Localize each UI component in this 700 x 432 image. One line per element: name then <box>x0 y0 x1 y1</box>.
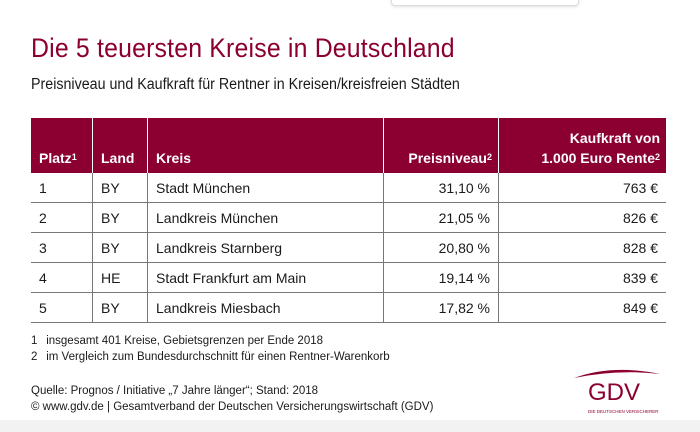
table-row: 1 BY Stadt München 31,10 % 763 € <box>31 173 666 203</box>
cell-platz: 5 <box>31 292 93 323</box>
cell-platz: 2 <box>31 202 93 233</box>
gdv-logo: GDV DIE DEUTSCHEN VERSICHERER <box>574 369 660 414</box>
cell-preisniveau: 19,14 % <box>383 262 499 293</box>
cell-land: BY <box>92 173 148 203</box>
cell-platz: 3 <box>31 232 93 263</box>
cell-kaufkraft: 763 € <box>498 173 666 203</box>
table-row: 4 HE Stadt Frankfurt am Main 19,14 % 839 € <box>31 262 666 293</box>
cell-preisniveau: 17,82 % <box>383 292 499 323</box>
svg-text:GDV: GDV <box>588 379 640 406</box>
cell-kaufkraft: 826 € <box>498 202 666 233</box>
cell-land: BY <box>92 292 148 323</box>
cell-kreis: Landkreis Miesbach <box>147 292 384 323</box>
ranking-table: Platz1 Land Kreis Preisniveau2 Kaufkraft… <box>31 118 666 323</box>
table-header-row: Platz1 Land Kreis Preisniveau2 Kaufkraft… <box>31 118 666 173</box>
footnotes: 1 insgesamt 401 Kreise, Gebietsgrenzen p… <box>31 333 390 365</box>
copyright-text: © www.gdv.de | Gesamtverband der Deutsch… <box>31 401 434 413</box>
cell-kaufkraft: 828 € <box>498 232 666 263</box>
page-title: Die 5 teuersten Kreise in Deutschland <box>31 33 455 63</box>
table-row: 2 BY Landkreis München 21,05 % 826 € <box>31 202 666 233</box>
cell-preisniveau: 20,80 % <box>383 232 499 263</box>
cell-kaufkraft: 839 € <box>498 262 666 293</box>
cell-kreis: Landkreis München <box>147 202 384 233</box>
page-subtitle: Preisniveau und Kaufkraft für Rentner in… <box>31 76 460 93</box>
cell-land: BY <box>92 232 148 263</box>
cell-preisniveau: 31,10 % <box>383 173 499 203</box>
header-land: Land <box>92 118 148 173</box>
table-row: 5 BY Landkreis Miesbach 17,82 % 849 € <box>31 292 666 323</box>
bottom-bar <box>0 420 700 432</box>
cell-platz: 1 <box>31 173 93 203</box>
cell-kaufkraft: 849 € <box>498 292 666 323</box>
cell-land: HE <box>92 262 148 293</box>
cell-land: BY <box>92 202 148 233</box>
footnote: 1 insgesamt 401 Kreise, Gebietsgrenzen p… <box>31 335 324 347</box>
table-row: 3 BY Landkreis Starnberg 20,80 % 828 € <box>31 232 666 263</box>
header-preisniveau: Preisniveau2 <box>383 118 499 173</box>
header-platz: Platz1 <box>31 118 93 173</box>
header-kreis: Kreis <box>147 118 384 173</box>
cell-kreis: Stadt München <box>147 173 384 203</box>
footnote: 2 im Vergleich zum Bundesdurchschnitt fü… <box>31 351 390 363</box>
cell-preisniveau: 21,05 % <box>383 202 499 233</box>
source-info: Quelle: Prognos / Initiative „7 Jahre lä… <box>31 383 433 415</box>
header-kaufkraft: Kaufkraft von 1.000 Euro Rente2 <box>498 118 666 173</box>
popup-edge <box>391 0 579 6</box>
cell-kreis: Landkreis Starnberg <box>147 232 384 263</box>
source-text: Quelle: Prognos / Initiative „7 Jahre lä… <box>31 385 319 397</box>
svg-text:DIE DEUTSCHEN VERSICHERER: DIE DEUTSCHEN VERSICHERER <box>588 409 659 414</box>
cell-platz: 4 <box>31 262 93 293</box>
cell-kreis: Stadt Frankfurt am Main <box>147 262 384 293</box>
